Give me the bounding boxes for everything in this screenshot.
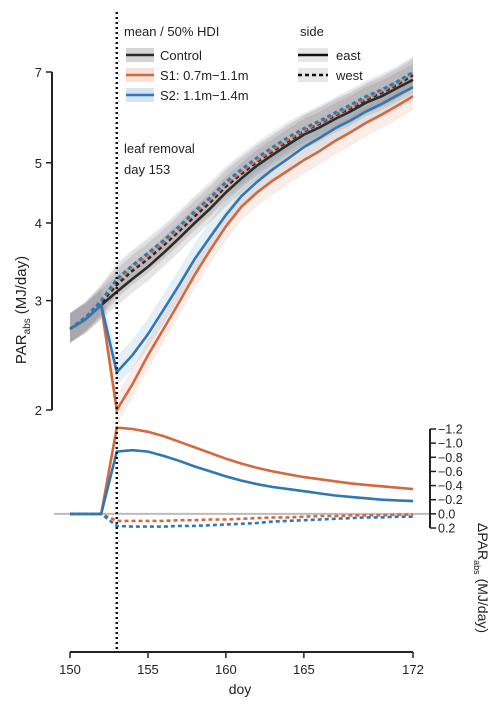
y-axis-top: 2 3 4 5 7 xyxy=(35,65,53,418)
legend-entries: Control S1: 0.7m−1.1m S2: 1.1m−1.4m east wes… xyxy=(126,48,363,103)
delta-line-s2-1-1m-1-4m-east xyxy=(70,448,414,516)
x-tick-label-172: 172 xyxy=(402,662,424,677)
y-tick-label-bottom-0: 0.2 xyxy=(438,522,455,536)
delta-line-s1-0-7m-1-1m-east xyxy=(70,426,414,516)
legend-label-s2-1-1m-1-4m: S2: 1.1m−1.4m xyxy=(160,88,249,103)
hdi-band-s2-1-1m-1-4m-west xyxy=(70,56,413,343)
y-tick-label-bottom-3: −0.4 xyxy=(438,479,463,493)
series-lines-top xyxy=(69,70,414,414)
hdi-band-s1-0-7m-1-1m-east xyxy=(70,80,413,424)
y-label-top-sub: abs xyxy=(22,318,33,334)
y-tick-label-top-3: 3 xyxy=(35,294,42,309)
legend-side-title: side xyxy=(300,24,324,39)
series-lines-bottom xyxy=(54,426,430,528)
y-tick-label-bottom-5: −0.8 xyxy=(438,451,463,465)
x-tick-label-160: 160 xyxy=(215,662,237,677)
x-tick-label-155: 155 xyxy=(137,662,159,677)
y-label-bottom-main: ΔPAR xyxy=(475,523,491,560)
y-label-top-main: PAR xyxy=(13,334,30,364)
x-tick-label-165: 165 xyxy=(293,662,315,677)
series-line-s2-1-1m-1-4m-east xyxy=(69,85,414,376)
series-line-s1-0-7m-1-1m-east xyxy=(69,95,414,414)
delta-line-s2-1-1m-1-4m-west xyxy=(70,512,413,528)
x-axis-label: doy xyxy=(229,681,252,697)
y-axis-label-bottom: ΔPARabs (MJ/day) xyxy=(472,523,491,633)
y-label-top-unit: (MJ/day) xyxy=(13,256,30,314)
x-tick-label-150: 150 xyxy=(59,662,81,677)
y-tick-label-bottom-7: −1.2 xyxy=(438,423,463,437)
y-tick-label-bottom-6: −1.0 xyxy=(438,437,463,451)
y-label-bottom-sub: abs xyxy=(472,560,482,575)
y-tick-label-bottom-1: 0.0 xyxy=(438,507,455,521)
legend: mean / 50% HDI side Control S1: 0.7m−1.1m… xyxy=(124,24,363,103)
annotation-line2: day 153 xyxy=(124,162,170,177)
y-tick-label-top-7: 7 xyxy=(35,65,42,80)
delta-line-s1-0-7m-1-1m-west xyxy=(70,512,413,523)
legend-label-control: Control xyxy=(160,48,202,63)
y-axis-bottom: 0.20.0−0.2−0.4−0.6−0.8−1.0−1.2 xyxy=(429,423,463,536)
hdi-band-s1-0-7m-1-1m-west xyxy=(70,57,413,343)
legend-title: mean / 50% HDI xyxy=(124,24,219,39)
y-label-bottom-unit: (MJ/day) xyxy=(475,579,491,633)
x-axis: 150 155 160 165 172 xyxy=(59,651,424,677)
hdi-band-control-west xyxy=(70,59,413,343)
y-tick-label-bottom-4: −0.6 xyxy=(438,465,463,479)
legend-label-s1-0-7m-1-1m: S1: 0.7m−1.1m xyxy=(160,68,249,83)
y-tick-label-top-2: 2 xyxy=(35,403,42,418)
series-line-control-east xyxy=(69,78,414,331)
hdi-band-s2-1-1m-1-4m-east xyxy=(70,71,413,387)
annotation-line1: leaf removal xyxy=(124,141,195,156)
y-tick-label-top-5: 5 xyxy=(35,156,42,171)
legend-side-label-east: east xyxy=(336,48,361,63)
y-tick-label-bottom-2: −0.2 xyxy=(438,493,463,507)
legend-side-label-west: west xyxy=(335,68,363,83)
series-line-s1-0-7m-1-1m-west xyxy=(69,71,414,331)
y-tick-label-top-4: 4 xyxy=(35,216,42,231)
y-axis-label-top: PARabs (MJ/day) xyxy=(13,256,33,364)
